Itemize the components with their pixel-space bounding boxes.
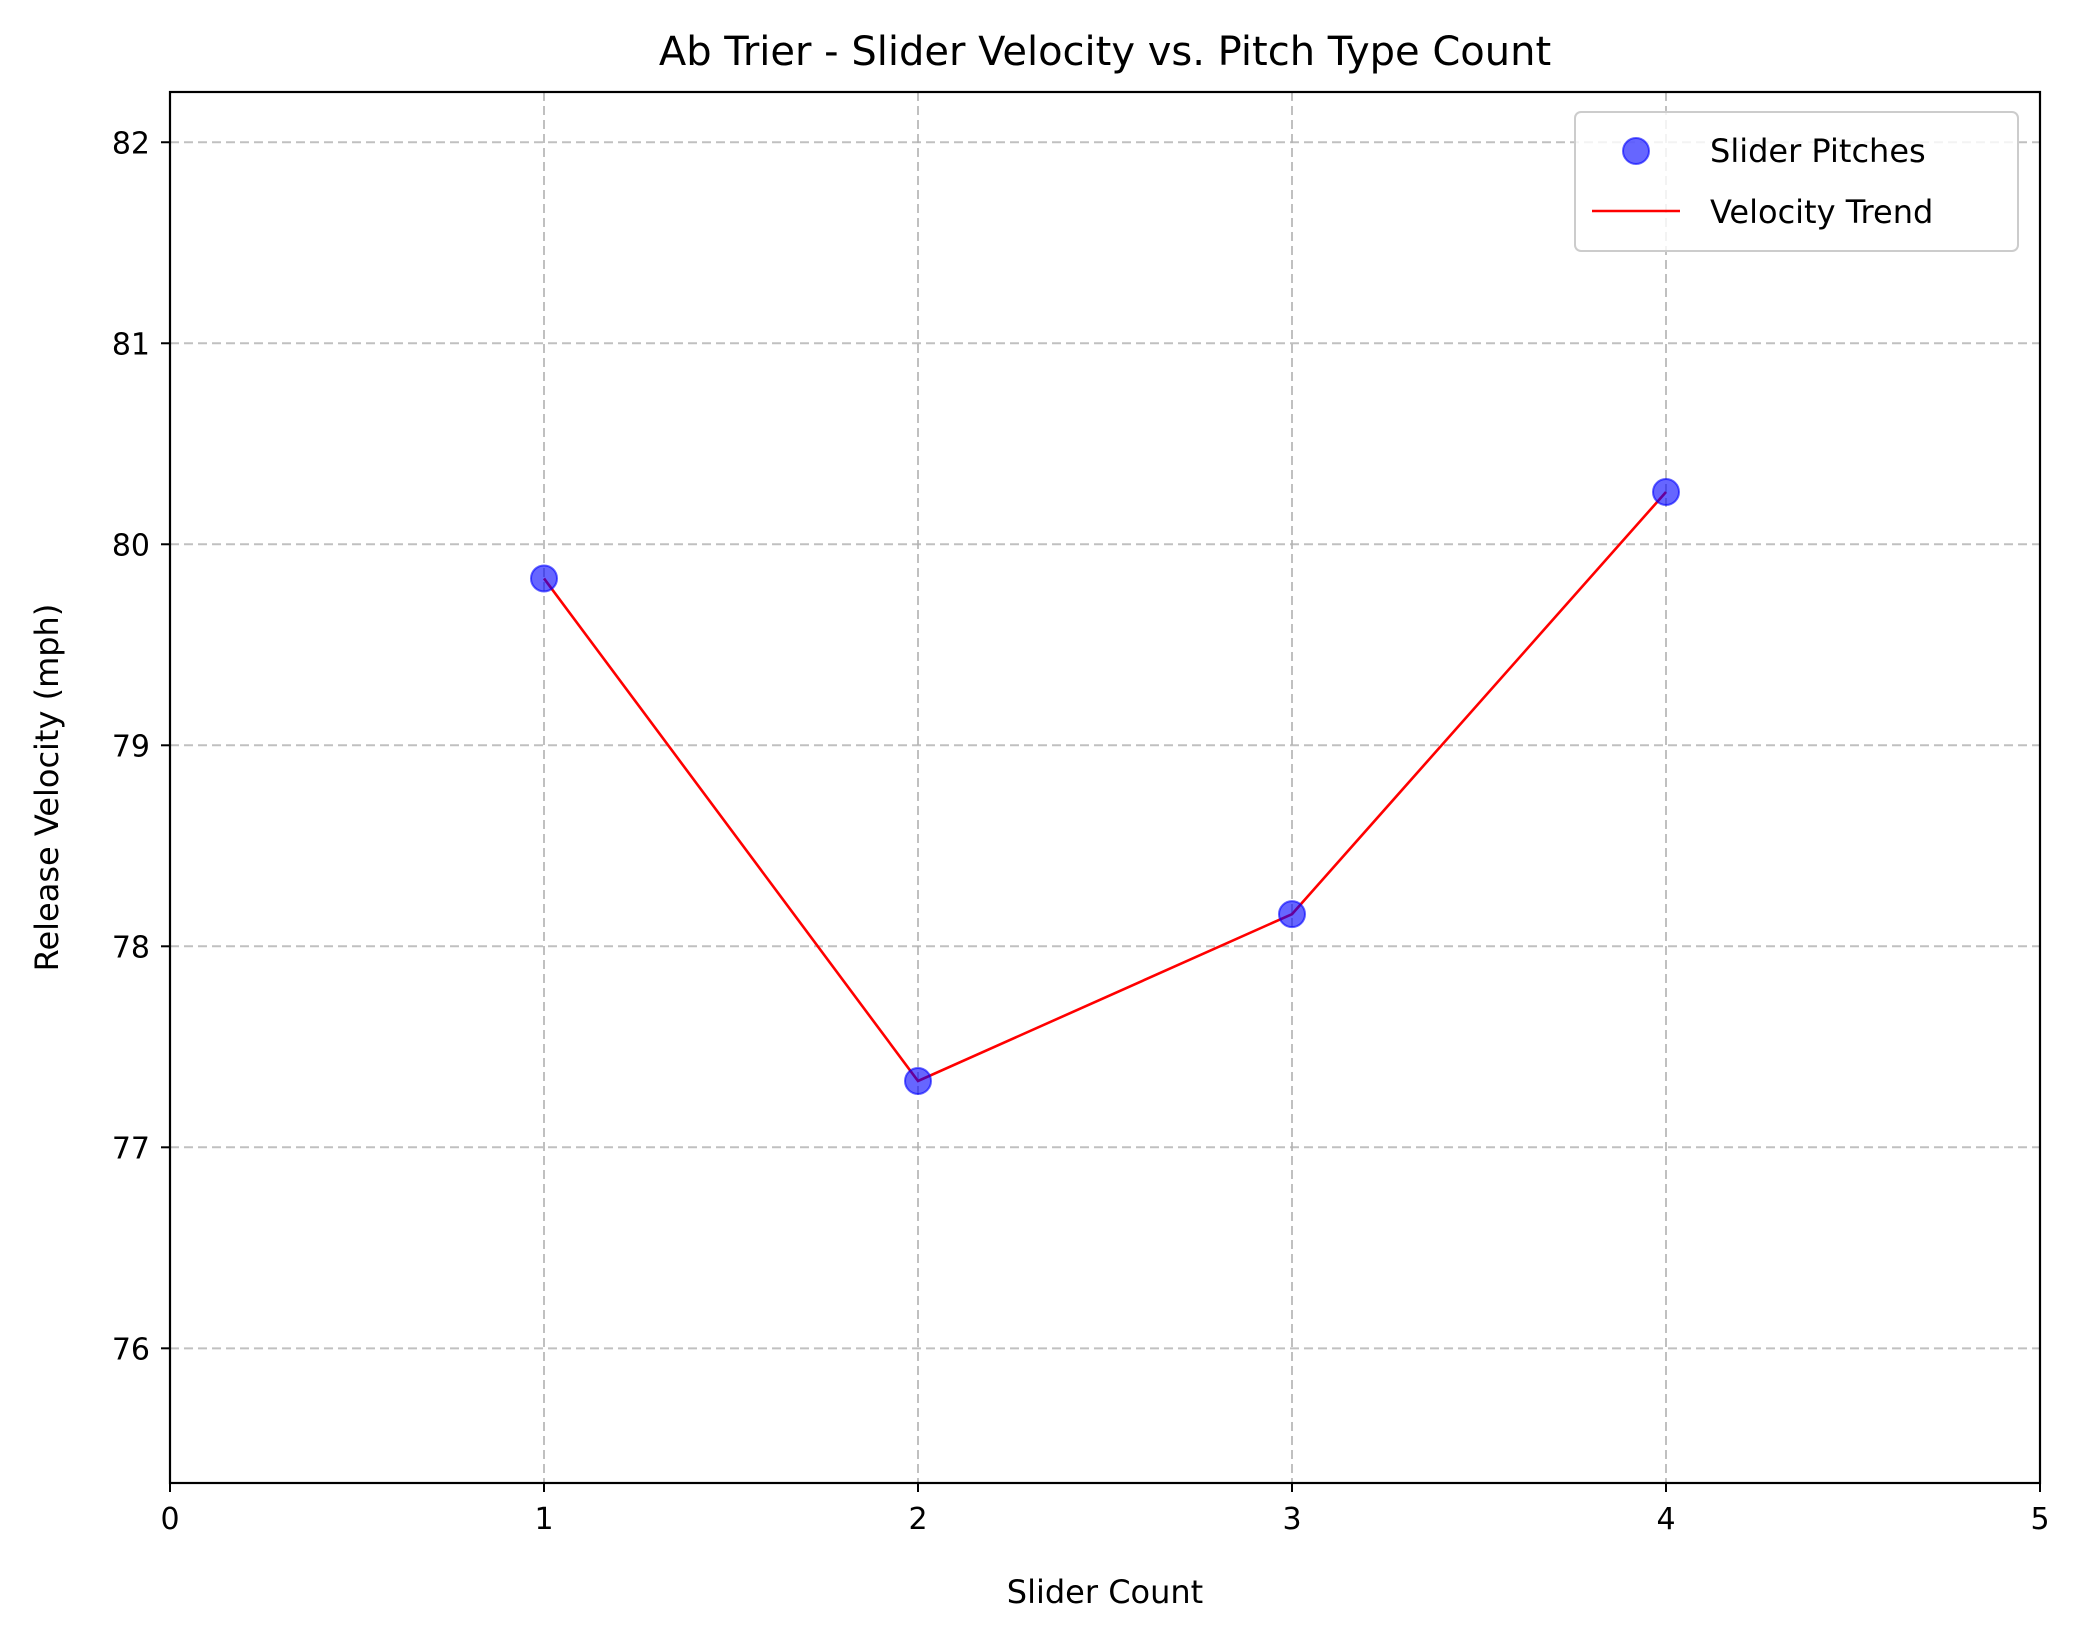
- trend-layer: [542, 491, 1667, 1083]
- y-tick-label: 81: [112, 327, 150, 362]
- x-axis-label: Slider Count: [1007, 1573, 1203, 1611]
- slider-pitch-point: [1652, 478, 1680, 507]
- x-tick-label: 3: [1282, 1502, 1301, 1537]
- y-tick-label: 82: [112, 126, 150, 161]
- y-tick-label: 76: [112, 1332, 150, 1367]
- x-tick-label: 5: [2030, 1502, 2049, 1537]
- velocity-trend-line: [542, 491, 1667, 1083]
- slider-pitch-point: [530, 564, 558, 593]
- x-tick-label: 1: [534, 1502, 553, 1537]
- slider-pitch-point: [1278, 900, 1306, 929]
- points-layer: [530, 478, 1680, 1095]
- plot-frame: [168, 90, 2042, 1485]
- legend-marker-slider-pitches: [1622, 137, 1650, 165]
- legend-box: [1574, 111, 2019, 252]
- x-tick-label: 4: [1656, 1502, 1675, 1537]
- legend: Slider Pitches Velocity Trend: [1574, 111, 2019, 252]
- chart-title: Ab Trier - Slider Velocity vs. Pitch Typ…: [659, 29, 1551, 75]
- slider-pitch-point: [904, 1066, 932, 1095]
- y-tick-label: 80: [112, 528, 150, 563]
- x-tick-label: 0: [160, 1502, 179, 1537]
- legend-label-velocity-trend: Velocity Trend: [1710, 193, 1933, 231]
- y-tick-label: 79: [112, 729, 150, 764]
- ticks-layer: 0 1 2 3 4 5 76 77 78 79 80 81 82: [112, 126, 2050, 1537]
- y-tick-label: 77: [112, 1131, 150, 1166]
- legend-label-slider-pitches: Slider Pitches: [1710, 132, 1926, 170]
- y-axis-label: Release Velocity (mph): [28, 604, 66, 972]
- y-tick-label: 78: [112, 930, 150, 965]
- x-tick-label: 2: [908, 1502, 927, 1537]
